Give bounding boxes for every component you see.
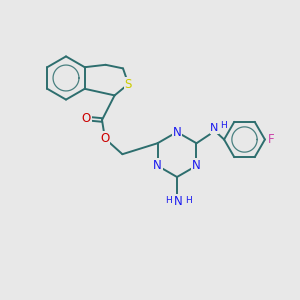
Text: N: N [210, 123, 219, 133]
Text: N: N [153, 159, 162, 172]
Text: N: N [192, 159, 201, 172]
Text: F: F [268, 133, 275, 146]
Text: H: H [185, 196, 192, 205]
Text: N: N [174, 195, 183, 208]
Text: H: H [165, 196, 171, 205]
Text: H: H [220, 122, 227, 130]
Text: O: O [100, 132, 109, 145]
Text: O: O [82, 112, 91, 125]
Text: N: N [172, 125, 182, 139]
Text: S: S [125, 77, 132, 91]
